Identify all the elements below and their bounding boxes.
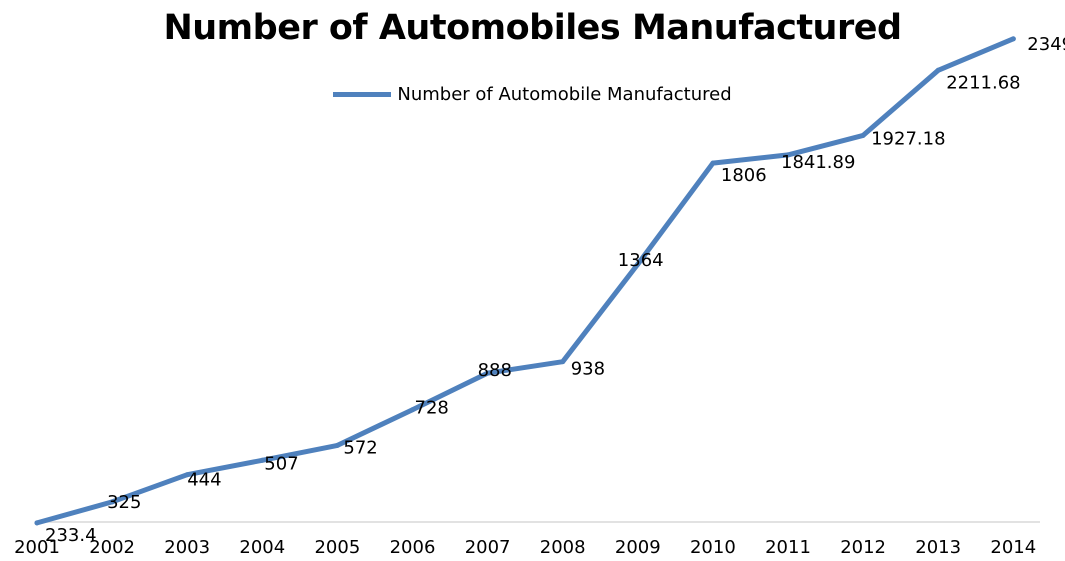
data-label-2014: 2349 (1027, 34, 1065, 55)
data-point-2002 (109, 499, 115, 505)
x-tick-label-2009: 2009 (615, 537, 661, 558)
data-label-2009: 1364 (618, 250, 664, 271)
x-tick-label-2008: 2008 (540, 537, 586, 558)
data-label-2006: 728 (415, 398, 449, 419)
x-tick-label-2002: 2002 (89, 537, 135, 558)
data-labels: 233.4 325 444 507 572 728 888 938 1364 1806 1841.8… (45, 34, 1065, 546)
x-tick-label-2005: 2005 (314, 537, 360, 558)
data-point-2005 (334, 442, 340, 448)
series-line (34, 36, 1016, 526)
data-label-2012: 1927.18 (871, 128, 945, 149)
x-tick-label-2001: 2001 (14, 537, 60, 558)
data-point-2011 (785, 152, 791, 158)
data-label-2007: 888 (478, 360, 512, 381)
x-tick-label-2003: 2003 (164, 537, 210, 558)
x-tick-label-2012: 2012 (840, 537, 886, 558)
data-point-2004 (259, 457, 265, 463)
x-tick-label-2011: 2011 (765, 537, 811, 558)
data-point-2013 (935, 67, 941, 73)
x-tick-labels: 2001 2002 2003 2004 2005 2006 2007 2008 2009 2010… (14, 537, 1036, 558)
legend-swatch (333, 92, 392, 97)
data-label-2008: 938 (571, 359, 605, 380)
data-label-2010: 1806 (721, 165, 767, 186)
data-point-2012 (860, 132, 866, 138)
data-point-2006 (410, 407, 415, 413)
data-label-2003: 444 (187, 470, 221, 491)
data-label-2005: 572 (343, 437, 377, 458)
series-layer (34, 36, 1016, 526)
x-tick-label-2004: 2004 (239, 537, 285, 558)
data-label-2002: 325 (107, 492, 141, 513)
x-tick-label-2007: 2007 (465, 537, 511, 558)
data-point-2007 (485, 370, 491, 376)
data-point-2010 (710, 160, 716, 166)
legend-label: Number of Automobile Manufactured (397, 84, 732, 105)
data-point-2008 (560, 359, 566, 365)
data-label-2001: 233.4 (45, 525, 97, 546)
x-tick-label-2013: 2013 (915, 537, 961, 558)
data-point-2003 (184, 472, 190, 478)
x-tick-label-2010: 2010 (690, 537, 736, 558)
data-label-2011: 1841.89 (781, 152, 855, 173)
legend: Number of Automobile Manufactured (0, 84, 1065, 105)
data-label-2013: 2211.68 (946, 72, 1020, 93)
chart-title: Number of Automobiles Manufactured (163, 8, 902, 48)
x-tick-label-2014: 2014 (990, 537, 1036, 558)
data-label-2004: 507 (264, 453, 298, 474)
x-tick-label-2006: 2006 (390, 537, 436, 558)
data-point-2001 (34, 520, 40, 526)
data-point-2009 (635, 261, 641, 267)
data-point-2014 (1010, 36, 1016, 42)
